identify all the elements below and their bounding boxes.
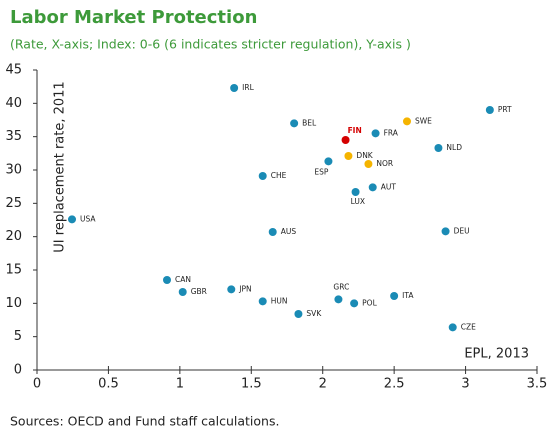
point-label: HUN	[271, 296, 288, 305]
point	[258, 172, 267, 180]
x-tick-label: 1.5	[241, 377, 262, 392]
point	[268, 228, 277, 236]
point	[485, 106, 494, 114]
point	[448, 323, 457, 332]
x-tick-label: 3	[461, 377, 469, 392]
point	[324, 157, 333, 166]
point	[368, 183, 377, 192]
point	[350, 299, 359, 308]
y-tick-label: 10	[5, 296, 22, 311]
point-label: DNK	[356, 151, 373, 160]
point-label: AUT	[381, 182, 397, 191]
point-label: IRL	[242, 83, 254, 92]
point-label: PRT	[498, 105, 512, 114]
chart-title: Labor Market Protection	[10, 7, 257, 28]
y-tick-label: 35	[5, 129, 22, 144]
point	[344, 152, 353, 160]
y-tick-label: 25	[5, 196, 22, 211]
point	[294, 310, 303, 318]
point	[364, 160, 373, 168]
point-label: GRC	[333, 282, 349, 291]
point	[351, 188, 360, 196]
point	[258, 297, 267, 306]
x-tick-label: 2	[319, 377, 327, 392]
point-label: CZE	[461, 322, 476, 331]
point	[227, 285, 236, 294]
x-axis-label: EPL, 2013	[464, 347, 529, 362]
point	[178, 288, 187, 296]
point	[68, 215, 76, 224]
source-note: Sources: OECD and Fund staff calculation…	[10, 414, 279, 429]
y-tick-label: 45	[5, 63, 22, 78]
point-label: POL	[362, 298, 377, 307]
point-label: CAN	[175, 275, 191, 284]
y-tick-label: 15	[5, 263, 22, 278]
point-label: CHE	[271, 171, 287, 180]
point	[163, 276, 171, 284]
y-tick-label: 30	[5, 163, 22, 178]
point-label: AUS	[281, 227, 297, 236]
point	[390, 292, 399, 300]
point	[434, 144, 443, 152]
x-tick-label: 0.5	[98, 377, 119, 392]
point-label: JPN	[238, 284, 251, 293]
point-label: DEU	[454, 226, 470, 235]
x-tick-label: 1	[176, 377, 184, 392]
point	[403, 117, 411, 126]
point	[334, 295, 343, 304]
y-tick-label: 0	[14, 363, 22, 378]
x-tick-label: 0	[33, 377, 41, 392]
point-label: SWE	[415, 116, 432, 125]
y-tick-label: 5	[14, 329, 22, 344]
x-tick-label: 2.5	[384, 377, 405, 392]
point-label: FRA	[384, 128, 399, 137]
point-label: USA	[80, 214, 96, 223]
point	[441, 227, 450, 236]
point-label: ITA	[402, 291, 414, 300]
y-axis-label: UI replacement rate, 2011	[53, 81, 68, 252]
point-label: LUX	[351, 197, 365, 206]
point-label: NLD	[446, 143, 462, 152]
point-label: BEL	[302, 118, 317, 127]
point	[341, 136, 350, 144]
point-label: GBR	[191, 287, 207, 296]
point-label: NOR	[376, 159, 393, 168]
point	[371, 129, 380, 138]
point-label: ESP	[314, 167, 328, 176]
x-tick-label: 3.5	[527, 377, 547, 392]
y-tick-label: 40	[5, 96, 22, 111]
y-tick-label: 20	[5, 229, 22, 244]
point	[290, 119, 299, 128]
point	[230, 84, 239, 92]
point-label: SVK	[306, 309, 322, 318]
chart-subtitle: (Rate, X-axis; Index: 0-6 (6 indicates s…	[10, 37, 411, 52]
point-label: FIN	[348, 126, 362, 135]
